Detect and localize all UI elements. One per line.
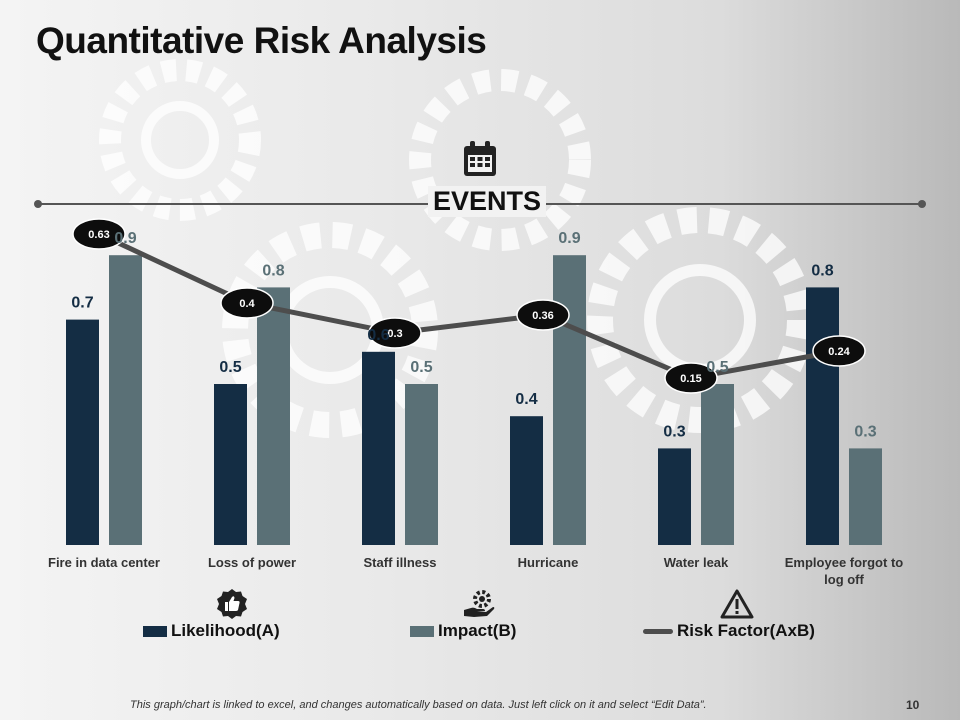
page-title: Quantitative Risk Analysis [36, 20, 487, 61]
bar-impact-fire-in-data-center [109, 255, 142, 545]
risk-label-employee-forgot-to-log-off: 0.24 [828, 346, 850, 358]
risk-factor-line [97, 231, 840, 381]
label-likelihood-staff-illness: 0.6 [367, 327, 389, 344]
bar-likelihood-water-leak [658, 448, 691, 545]
label-impact-employee-forgot-to-log-off: 0.3 [854, 423, 876, 440]
gear-hand-icon [462, 588, 496, 625]
bar-likelihood-fire-in-data-center [66, 319, 99, 545]
label-likelihood-water-leak: 0.3 [663, 423, 685, 440]
label-likelihood-hurricane: 0.4 [515, 391, 537, 408]
divider-dot-right [918, 200, 926, 208]
risk-label-loss-of-power: 0.4 [239, 298, 255, 310]
risk-marker-fire-in-data-center [72, 218, 126, 250]
risk-label-hurricane: 0.36 [532, 310, 553, 322]
legend-risk-swatch [643, 628, 673, 634]
label-impact-loss-of-power: 0.8 [262, 262, 284, 279]
label-likelihood-loss-of-power: 0.5 [219, 359, 241, 376]
thumbs-up-badge-icon [216, 588, 248, 625]
risk-label-staff-illness: 0.3 [387, 328, 402, 340]
calendar-icon [462, 140, 498, 183]
label-impact-water-leak: 0.5 [706, 359, 728, 376]
section-label: EVENTS [428, 186, 546, 217]
legend-impact-label: Impact(B) [438, 621, 517, 640]
category-label-employee-forgot-to-log-off: Employee forgot to log off [785, 555, 904, 587]
category-label-staff-illness: Staff illness [364, 555, 437, 570]
legend-likelihood[interactable]: Likelihood(A) [143, 621, 280, 641]
risk-label-fire-in-data-center: 0.63 [88, 229, 109, 241]
legend-impact-swatch [410, 625, 434, 637]
bar-likelihood-hurricane [510, 416, 543, 545]
divider-dot-left [34, 200, 42, 208]
label-impact-staff-illness: 0.5 [410, 359, 432, 376]
legend-impact[interactable]: Impact(B) [410, 621, 516, 641]
footnote: This graph/chart is linked to excel, and… [130, 699, 707, 711]
bar-impact-water-leak [701, 384, 734, 545]
legend-risk-label: Risk Factor(AxB) [677, 621, 815, 640]
bar-impact-employee-forgot-to-log-off [849, 448, 882, 545]
label-impact-hurricane: 0.9 [558, 230, 580, 247]
risk-marker-water-leak [664, 362, 718, 394]
risk-marker-hurricane [516, 299, 570, 331]
label-likelihood-employee-forgot-to-log-off: 0.8 [811, 262, 833, 279]
page-number: 10 [906, 698, 920, 712]
category-label-hurricane: Hurricane [518, 555, 579, 570]
warning-triangle-icon [720, 588, 754, 625]
category-label-loss-of-power: Loss of power [208, 555, 296, 570]
risk-marker-employee-forgot-to-log-off [812, 335, 866, 367]
legend-risk[interactable]: Risk Factor(AxB) [643, 621, 815, 641]
bar-likelihood-staff-illness [362, 351, 395, 545]
label-impact-fire-in-data-center: 0.9 [114, 230, 136, 247]
legend-likelihood-label: Likelihood(A) [171, 621, 280, 640]
risk-marker-loss-of-power [220, 287, 274, 319]
label-likelihood-fire-in-data-center: 0.7 [71, 295, 93, 312]
bar-impact-staff-illness [405, 384, 438, 545]
risk-label-water-leak: 0.15 [680, 373, 701, 385]
bar-impact-hurricane [553, 255, 586, 545]
bar-impact-loss-of-power [257, 287, 290, 545]
risk-marker-staff-illness [368, 317, 422, 349]
bar-likelihood-employee-forgot-to-log-off [806, 287, 839, 545]
bar-likelihood-loss-of-power [214, 384, 247, 545]
legend-likelihood-swatch [143, 625, 167, 637]
category-label-water-leak: Water leak [664, 555, 729, 570]
category-label-fire-in-data-center: Fire in data center [48, 555, 160, 570]
